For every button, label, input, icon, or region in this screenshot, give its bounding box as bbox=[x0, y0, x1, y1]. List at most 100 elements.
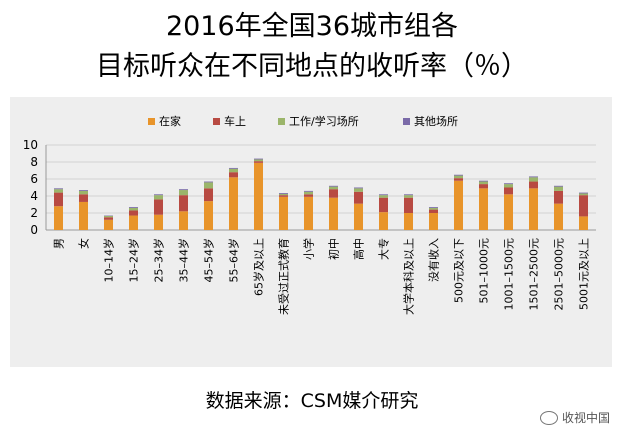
y-tick-label: 8 bbox=[30, 155, 38, 169]
bar-segment bbox=[429, 213, 438, 230]
bar-segment bbox=[254, 162, 263, 230]
bar-segment bbox=[504, 183, 513, 185]
bar-segment bbox=[579, 195, 588, 217]
bar-segment bbox=[529, 176, 538, 178]
bar-segment bbox=[504, 194, 513, 230]
bar-segment bbox=[379, 212, 388, 230]
data-source: 数据来源：CSM媒介研究 bbox=[205, 390, 419, 412]
bar-segment bbox=[79, 201, 88, 230]
bar-segment bbox=[129, 215, 138, 230]
bar-segment bbox=[529, 177, 538, 182]
bar-segment bbox=[79, 194, 88, 202]
x-tick-label: 大专 bbox=[377, 238, 391, 260]
bar-segment bbox=[554, 186, 563, 191]
x-tick-label: 小学 bbox=[302, 238, 316, 260]
bar-segment bbox=[554, 185, 563, 187]
bar-segment bbox=[429, 207, 438, 210]
chart-panel bbox=[10, 97, 612, 367]
bar-segment bbox=[404, 194, 413, 196]
bar-segment bbox=[279, 193, 288, 196]
bar-segment bbox=[379, 194, 388, 196]
bar-segment bbox=[54, 188, 63, 190]
x-tick-label: 25–34岁 bbox=[152, 238, 166, 283]
legend-label: 在家 bbox=[159, 114, 181, 128]
bar-segment bbox=[204, 201, 213, 230]
bar-segment bbox=[154, 195, 163, 200]
legend-label: 车上 bbox=[224, 114, 246, 128]
bar-segment bbox=[554, 203, 563, 230]
bar-segment bbox=[229, 172, 238, 178]
bar-segment bbox=[304, 191, 313, 195]
bar-segment bbox=[179, 211, 188, 230]
legend-swatch bbox=[403, 118, 410, 125]
bar-segment bbox=[179, 189, 188, 191]
bar-segment bbox=[329, 186, 338, 190]
bar-segment bbox=[154, 194, 163, 196]
bar-segment bbox=[254, 161, 263, 163]
x-tick-label: 高中 bbox=[352, 238, 366, 260]
bar-segment bbox=[204, 182, 213, 189]
bar-segment bbox=[529, 181, 538, 189]
bar-segment bbox=[329, 185, 338, 187]
legend-label: 工作/学习场所 bbox=[289, 114, 359, 128]
y-tick-label: 2 bbox=[30, 206, 38, 220]
bar-segment bbox=[579, 192, 588, 194]
bar-segment bbox=[129, 207, 138, 211]
bar-segment bbox=[254, 159, 263, 162]
bar-segment bbox=[304, 196, 313, 230]
bar-segment bbox=[104, 217, 113, 220]
legend-swatch bbox=[213, 118, 220, 125]
bar-segment bbox=[579, 216, 588, 230]
bar-segment bbox=[229, 167, 238, 169]
bar-segment bbox=[554, 190, 563, 204]
y-tick-label: 6 bbox=[30, 172, 38, 186]
bar-segment bbox=[404, 197, 413, 213]
bar-segment bbox=[279, 196, 288, 230]
bar-segment bbox=[154, 214, 163, 230]
bar-segment bbox=[79, 190, 88, 191]
bar-segment bbox=[279, 193, 288, 194]
bar-segment bbox=[354, 188, 363, 192]
legend-label: 其他场所 bbox=[414, 114, 458, 128]
x-tick-label: 10–14岁 bbox=[102, 238, 116, 283]
bar-segment bbox=[204, 188, 213, 202]
bar-segment bbox=[79, 190, 88, 195]
chart-title-line2: 目标听众在不同地点的收听率（％） bbox=[96, 51, 528, 82]
bar-segment bbox=[54, 189, 63, 193]
x-tick-label: 初中 bbox=[327, 238, 341, 260]
y-tick-label: 10 bbox=[23, 138, 38, 152]
x-tick-label: 没有收入 bbox=[427, 238, 441, 282]
x-tick-label: 男 bbox=[53, 238, 66, 249]
x-tick-label: 35–44岁 bbox=[177, 238, 191, 283]
x-tick-label: 1001–1500元 bbox=[503, 238, 516, 311]
x-tick-label: 45–54岁 bbox=[202, 238, 216, 283]
bar-segment bbox=[304, 190, 313, 192]
bar-segment bbox=[479, 180, 488, 182]
bar-segment bbox=[579, 193, 588, 196]
bar-segment bbox=[454, 180, 463, 230]
chart-title-line1: 2016年全国36城市组各 bbox=[165, 11, 459, 42]
bar-segment bbox=[454, 174, 463, 176]
legend-swatch bbox=[278, 118, 285, 125]
bar-segment bbox=[54, 206, 63, 230]
bar-segment bbox=[279, 195, 288, 197]
bar-segment bbox=[179, 190, 188, 196]
bar-segment bbox=[404, 195, 413, 198]
bar-segment bbox=[229, 177, 238, 230]
wechat-icon bbox=[539, 410, 558, 425]
x-tick-label: 15–24岁 bbox=[127, 238, 141, 283]
x-tick-label: 5001元及以上 bbox=[578, 238, 591, 310]
bar-segment bbox=[479, 181, 488, 185]
bar-segment bbox=[429, 207, 438, 208]
bar-segment bbox=[329, 197, 338, 230]
bar-segment bbox=[129, 207, 138, 208]
x-tick-label: 2501–5000元 bbox=[553, 238, 566, 311]
x-tick-label: 500元及以下 bbox=[453, 238, 466, 303]
x-tick-label: 女 bbox=[77, 238, 91, 249]
x-tick-label: 55–64岁 bbox=[227, 238, 241, 283]
bar-segment bbox=[129, 210, 138, 216]
bar-segment bbox=[329, 189, 338, 198]
watermark: 收视中国 bbox=[539, 409, 610, 426]
bar-segment bbox=[504, 184, 513, 188]
bar-segment bbox=[429, 209, 438, 213]
